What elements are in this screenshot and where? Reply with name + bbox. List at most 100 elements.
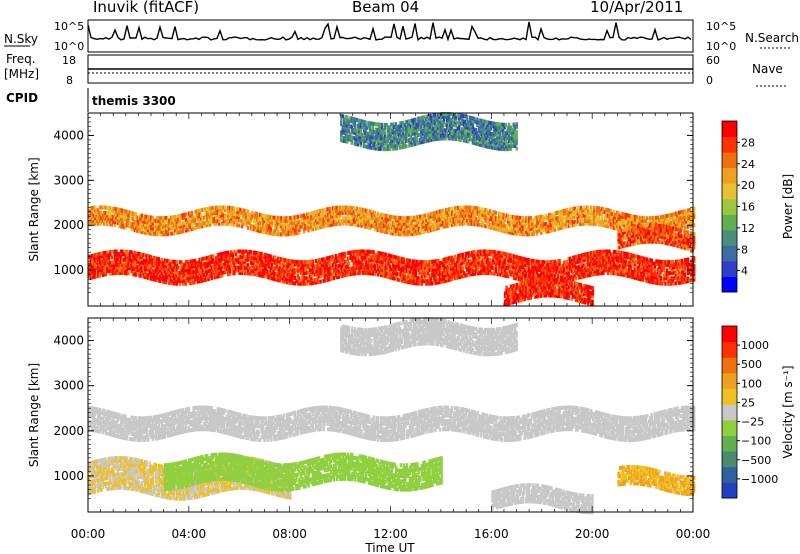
power-cell — [289, 229, 292, 234]
power-cell — [307, 228, 310, 233]
power-cell — [254, 253, 257, 258]
power-cell — [411, 280, 415, 285]
power-cell — [618, 272, 622, 277]
power-cell — [389, 275, 392, 280]
power-cell — [160, 227, 163, 231]
power-cell — [470, 253, 474, 258]
power-cell — [437, 280, 440, 285]
power-cell — [136, 215, 139, 220]
power-cell — [378, 228, 381, 233]
power-cell — [254, 256, 257, 261]
power-cell — [541, 219, 545, 224]
power-cell — [420, 217, 424, 221]
power-cell — [316, 223, 319, 228]
power-cell — [304, 265, 307, 270]
power-cell — [497, 219, 501, 224]
power-cell — [475, 208, 478, 213]
power-cell — [94, 253, 97, 258]
power-cell — [316, 215, 319, 220]
power-cell — [466, 218, 469, 223]
power-cell — [432, 270, 436, 275]
power-cell — [119, 213, 123, 218]
power-cell — [631, 258, 634, 263]
power-cell — [239, 213, 242, 218]
power-cell — [649, 268, 652, 273]
power-cell — [255, 272, 259, 277]
power-cell — [119, 249, 123, 254]
power-cell — [227, 250, 230, 255]
power-cell — [115, 209, 118, 214]
power-cell — [522, 273, 525, 278]
power-cell — [204, 261, 207, 266]
power-cell — [145, 225, 148, 230]
power-cell — [615, 252, 619, 257]
power-cell — [287, 272, 290, 277]
power-cell — [513, 215, 516, 220]
power-cell — [236, 260, 239, 265]
power-cell — [112, 263, 115, 268]
power-cell — [420, 271, 424, 275]
power-cell — [162, 274, 165, 279]
power-cell — [363, 216, 366, 221]
power-cell — [130, 216, 133, 221]
power-cell — [283, 218, 286, 223]
power-cell — [284, 269, 287, 274]
power-cell — [531, 218, 534, 223]
power-cell — [127, 252, 130, 257]
power-cell — [373, 266, 377, 271]
power-cell — [354, 209, 357, 214]
power-cell — [337, 221, 340, 226]
power-cell — [316, 220, 319, 225]
power-cell — [432, 224, 436, 229]
power-cell — [414, 259, 418, 264]
power-cell — [420, 260, 424, 265]
power-cell — [634, 267, 637, 272]
power-cell — [364, 271, 368, 275]
power-cell — [451, 271, 454, 276]
power-cell — [612, 266, 616, 270]
power-cell — [198, 222, 201, 227]
power-cell — [348, 205, 351, 210]
power-cell — [243, 208, 247, 213]
power-cell — [265, 227, 268, 232]
power-cell — [458, 208, 461, 213]
power-cell — [612, 263, 616, 268]
power-cell — [257, 251, 260, 256]
power-cell — [499, 259, 502, 264]
power-cell — [255, 212, 259, 217]
power-cell — [128, 224, 132, 229]
power-cell — [690, 272, 693, 277]
power-cell — [460, 266, 463, 271]
power-cell — [479, 268, 483, 273]
power-cell — [206, 272, 209, 277]
power-cell — [446, 218, 449, 223]
power-cell — [130, 227, 133, 232]
power-cell — [503, 260, 507, 265]
power-cell — [336, 211, 339, 216]
power-cell — [680, 275, 684, 279]
power-cell — [219, 260, 222, 265]
power-cell — [620, 259, 623, 263]
power-cell — [411, 218, 415, 223]
power-cell — [281, 263, 284, 268]
power-cell — [656, 267, 660, 272]
power-cell — [218, 260, 221, 265]
power-cell — [319, 271, 322, 276]
power-cell — [364, 222, 368, 226]
power-cell — [500, 225, 504, 230]
power-cell — [110, 260, 114, 265]
power-cell — [221, 257, 224, 262]
power-cell — [231, 219, 235, 224]
power-cell — [178, 276, 182, 281]
power-cell — [311, 267, 315, 272]
power-cell — [212, 265, 215, 269]
power-cell — [402, 271, 405, 275]
power-cell — [585, 254, 588, 259]
power-cell — [122, 252, 126, 257]
power-cell — [558, 223, 561, 228]
power-cell — [510, 272, 513, 277]
power-cell — [104, 216, 107, 221]
power-cell — [283, 229, 286, 234]
power-cell — [620, 267, 623, 272]
power-cell — [469, 253, 472, 258]
